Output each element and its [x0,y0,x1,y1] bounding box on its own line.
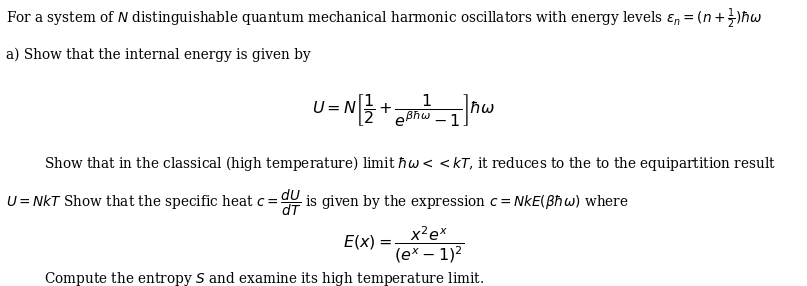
Text: For a system of $N$ distinguishable quantum mechanical harmonic oscillators with: For a system of $N$ distinguishable quan… [6,7,763,31]
Text: $U = N\left[\dfrac{1}{2}+\dfrac{1}{e^{\beta\hbar\omega}-1}\right]\hbar\omega$: $U = N\left[\dfrac{1}{2}+\dfrac{1}{e^{\b… [312,92,495,128]
Text: a) Show that the internal energy is given by: a) Show that the internal energy is give… [6,47,311,61]
Text: $U = NkT$ Show that the specific heat $c = \dfrac{dU}{dT}$ is given by the expre: $U = NkT$ Show that the specific heat $c… [6,187,629,218]
Text: Compute the entropy $S$ and examine its high temperature limit.: Compute the entropy $S$ and examine its … [44,270,484,286]
Text: $E(x) = \dfrac{x^2 e^x}{(e^x-1)^2}$: $E(x) = \dfrac{x^2 e^x}{(e^x-1)^2}$ [343,225,464,265]
Text: Show that in the classical (high temperature) limit $\hbar\omega << kT$, it redu: Show that in the classical (high tempera… [44,154,776,173]
